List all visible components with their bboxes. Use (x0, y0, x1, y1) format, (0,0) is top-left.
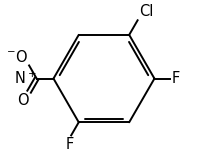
Text: $^{-}$O: $^{-}$O (6, 49, 28, 65)
Text: F: F (65, 137, 74, 152)
Text: F: F (171, 71, 180, 86)
Text: Cl: Cl (139, 4, 154, 19)
Text: O: O (17, 93, 28, 108)
Text: $\mathregular{N}^+$: $\mathregular{N}^+$ (14, 70, 37, 87)
